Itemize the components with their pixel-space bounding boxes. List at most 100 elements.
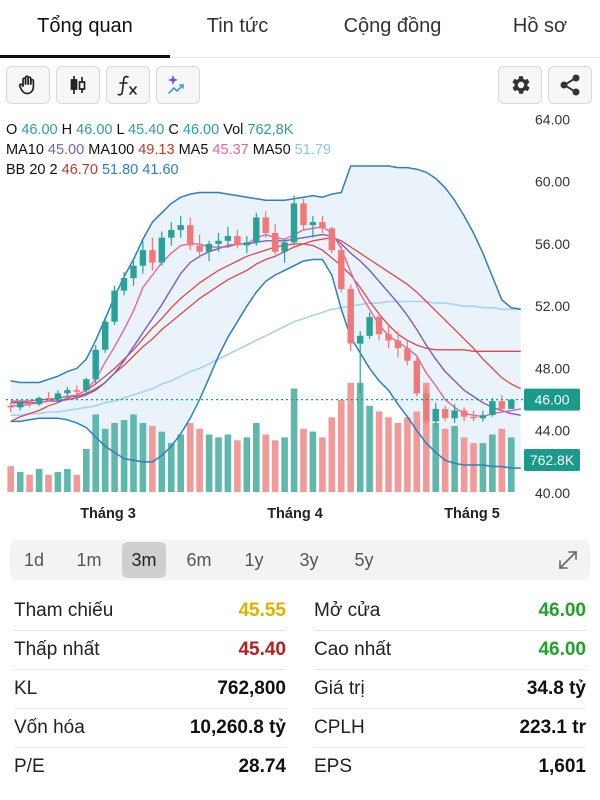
volume-bar — [111, 423, 118, 492]
candle-body — [243, 242, 250, 246]
active-tab-indicator — [0, 55, 170, 58]
range-6m-button[interactable]: 6m — [186, 550, 212, 570]
volume-bar — [489, 434, 496, 492]
last-price-tag-label: 46.00 — [534, 392, 569, 408]
price-chart-svg[interactable]: 64.00 60.00 56.00 52.00 48.00 44.00 40.00 762.8… — [0, 110, 600, 530]
volume-bar — [470, 443, 477, 492]
volume-bar — [54, 471, 62, 492]
stat-value: 45.55 — [238, 600, 286, 621]
tab-bar: Tổng quan Tin tức Cộng đồng Hồ sơ — [0, 0, 600, 58]
fullscreen-expand-icon[interactable] — [556, 548, 580, 572]
function-icon — [117, 75, 137, 96]
stat-market-cap: Vốn hóa 10,260.8 tỷ — [14, 709, 286, 748]
volume-bar — [366, 405, 373, 493]
volume-bar — [196, 428, 203, 493]
stat-high: Cao nhất 46.00 — [314, 631, 586, 670]
ai-analysis-button[interactable] — [156, 66, 200, 104]
candle-body — [17, 402, 24, 408]
bb-lower-line — [10, 258, 521, 469]
candle-body — [470, 416, 477, 419]
volume-bar — [168, 443, 175, 492]
candle-body — [158, 237, 165, 263]
y-tick-label: 40.00 — [535, 485, 570, 501]
chart-legend: O 46.00 H 46.00 L 45.40 C 46.00 Vol 762,… — [6, 120, 331, 180]
stat-label: CPLH — [314, 717, 365, 738]
ma10-value: 45.00 — [47, 142, 85, 158]
y-tick-label: 64.00 — [535, 111, 570, 127]
chart-toolbar — [0, 66, 600, 106]
bb-middle-line — [10, 237, 521, 402]
tab-news[interactable]: Tin tức — [206, 15, 269, 37]
tab-overview[interactable]: Tổng quan — [37, 15, 133, 37]
volume-bar — [300, 428, 307, 493]
stat-pe: P/E 28.74 — [14, 748, 286, 787]
volume-bar — [451, 425, 458, 492]
tab-community[interactable]: Cộng đồng — [343, 15, 442, 37]
candlestick-button[interactable] — [56, 66, 100, 104]
gear-icon — [512, 76, 530, 94]
volume-bar — [479, 443, 487, 492]
candle-body — [338, 250, 345, 289]
stat-shares-outstanding: CPLH 223.1 tr — [314, 709, 586, 748]
share-button[interactable] — [548, 66, 592, 104]
candle-body — [196, 245, 203, 252]
ma5-value: 45.37 — [212, 142, 249, 158]
volume-bar — [149, 425, 156, 492]
candle-body — [413, 360, 420, 394]
volume-bar — [413, 411, 421, 492]
volume-bar — [423, 382, 430, 493]
candle-body — [262, 217, 269, 233]
range-1y-button[interactable]: 1y — [244, 550, 264, 570]
stat-label: Vốn hóa — [14, 717, 85, 738]
stat-value: 46.00 — [538, 600, 586, 621]
candle-body — [73, 390, 80, 392]
volume-bar — [356, 382, 364, 493]
candle-body — [35, 398, 43, 405]
bb-legend-row: BB 20 2 46.70 51.80 41.60 — [6, 160, 331, 180]
candle-body — [347, 289, 354, 344]
volume-bar — [120, 420, 128, 492]
candle-body — [432, 408, 439, 422]
ohlc-legend-row: O 46.00 H 46.00 L 45.40 C 46.00 Vol 762,… — [6, 122, 294, 138]
candle-body — [498, 401, 505, 409]
range-1m-button[interactable]: 1m — [76, 550, 102, 570]
ma50-line — [10, 300, 521, 416]
volume-bar — [404, 417, 411, 493]
volume-bar — [92, 414, 99, 492]
stat-volume: KL 762,800 — [14, 670, 286, 709]
price-chart[interactable]: 64.00 60.00 56.00 52.00 48.00 44.00 40.00 762.8… — [0, 110, 600, 530]
candle-body — [423, 393, 430, 422]
stat-value: 10,260.8 tỷ — [189, 717, 286, 738]
stat-label: Tham chiếu — [14, 600, 114, 621]
candle-body — [215, 240, 222, 244]
range-3m-button[interactable]: 3m — [122, 542, 166, 578]
candle-body — [7, 405, 14, 408]
candle-body — [130, 265, 137, 279]
stat-label: P/E — [14, 756, 45, 777]
candle-body — [508, 399, 515, 409]
candle-body — [168, 229, 175, 238]
stat-value: 1,601 — [538, 756, 586, 777]
candle-body — [375, 317, 383, 335]
range-1d-button[interactable]: 1d — [23, 550, 45, 570]
candle-body — [460, 410, 468, 417]
volume-bar — [290, 388, 298, 492]
share-icon — [560, 74, 580, 96]
volume-bar — [64, 469, 71, 492]
stat-value: 45.40 — [238, 639, 286, 660]
indicator-function-button[interactable] — [106, 66, 150, 104]
stat-value: 46.00 — [538, 639, 586, 660]
candle-body — [149, 250, 156, 263]
bb-label: BB 20 2 — [6, 162, 58, 178]
hand-tool-button[interactable] — [6, 66, 50, 104]
candle-body — [111, 290, 118, 322]
tab-profile[interactable]: Hồ sơ — [512, 15, 568, 37]
settings-button[interactable] — [498, 66, 542, 104]
x-tick-label: Tháng 5 — [444, 506, 500, 522]
ma50-value: 51.79 — [294, 142, 331, 158]
range-5y-button[interactable]: 5y — [354, 550, 374, 570]
range-3y-button[interactable]: 3y — [299, 550, 319, 570]
candle-body — [442, 408, 449, 419]
x-tick-label: Tháng 3 — [80, 506, 136, 522]
bb-upper-value: 51.80 — [101, 162, 139, 178]
